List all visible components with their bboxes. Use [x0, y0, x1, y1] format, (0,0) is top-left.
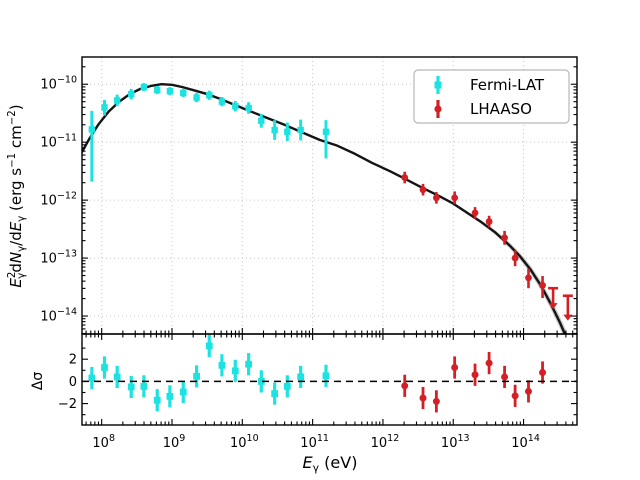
fermi-point	[113, 97, 121, 104]
residual-tick-label: −2	[58, 397, 77, 412]
x-tick-label: 109	[163, 433, 186, 451]
lhaaso-residual-point	[471, 371, 479, 379]
y-tick-label: 10−12	[40, 191, 77, 209]
lhaaso-point	[471, 209, 479, 217]
upper-limit-arrowhead	[563, 314, 573, 321]
fermi-point	[154, 86, 161, 94]
fermi-residual-point	[322, 372, 330, 380]
fermi-point	[297, 126, 304, 134]
fermi-point	[101, 104, 108, 111]
lhaaso-residual-point	[539, 369, 547, 377]
fermi-point	[193, 94, 200, 101]
lhaaso-residual-point	[485, 359, 493, 367]
legend-box	[413, 69, 570, 124]
lhaaso-residual-point	[511, 392, 519, 400]
x-tick-label: 108	[92, 433, 115, 451]
fermi-residual-point	[245, 360, 253, 368]
legend: Fermi-LAT LHAASO	[413, 69, 570, 124]
residual-panel-series	[82, 334, 577, 413]
x-tick-label: 1010	[230, 433, 259, 451]
y-tick-label: 10−10	[40, 75, 77, 93]
y-tick-label: 10−11	[40, 133, 77, 151]
fermi-residual-point	[218, 361, 226, 369]
fermi-point	[88, 126, 96, 133]
lhaaso-point	[485, 218, 493, 225]
fermi-residual-point	[297, 373, 305, 381]
upper-limit-arrowhead	[548, 303, 558, 310]
fermi-residual-point	[179, 388, 187, 396]
fermi-residual-point	[140, 382, 148, 390]
fermi-residual-point	[271, 390, 279, 397]
fermi-point	[128, 90, 135, 98]
legend-marker-circle	[434, 105, 442, 113]
fermi-residual-point	[166, 392, 174, 400]
fermi-point	[322, 128, 330, 135]
axes-spines-and-ticks	[81, 56, 578, 426]
fermi-residual-point	[153, 396, 161, 404]
legend-markers	[434, 76, 442, 118]
lhaaso-point	[401, 174, 409, 181]
fermi-point	[271, 126, 278, 134]
fermi-residual-point	[113, 373, 121, 381]
x-tick-label: 1012	[371, 433, 400, 451]
lhaaso-residual-point	[401, 382, 409, 390]
residual-y-axis-label: Δσ	[30, 372, 46, 391]
lhaaso-residual-point	[451, 364, 459, 372]
fermi-point	[140, 83, 148, 91]
y-axis-label: E2γdNγ/dEγ (erg s−1 cm−2)	[7, 104, 28, 287]
fermi-point	[245, 104, 252, 112]
legend-marker-square	[434, 81, 442, 89]
fermi-residual-point	[283, 382, 291, 390]
fermi-residual-point	[101, 364, 108, 371]
x-tick-label: 1013	[441, 433, 470, 451]
fermi-point	[232, 103, 239, 110]
lhaaso-point	[525, 274, 532, 282]
lhaaso-residual-point	[524, 387, 532, 395]
lhaaso-residual-point	[501, 373, 509, 381]
fermi-point	[166, 87, 174, 95]
main-panel-series	[88, 83, 573, 321]
fermi-point	[218, 98, 226, 105]
fermi-point	[206, 92, 213, 99]
lhaaso-point	[432, 194, 440, 202]
fermi-residual-point	[205, 342, 213, 350]
x-tick-label: 1011	[300, 433, 329, 451]
x-axis-label: Eγ (eV)	[303, 453, 358, 475]
fermi-point	[258, 117, 265, 124]
x-tick-label: 1014	[511, 433, 540, 451]
residual-tick-label: 2	[69, 353, 77, 368]
lhaaso-point	[511, 254, 519, 262]
fermi-residual-point	[88, 374, 96, 382]
legend-label-fermi: Fermi-LAT	[470, 76, 545, 94]
residual-panel-frame	[81, 333, 578, 426]
lhaaso-residual-point	[432, 397, 440, 405]
lhaaso-point	[419, 186, 427, 194]
lhaaso-residual-point	[419, 394, 427, 402]
fermi-residual-point	[257, 377, 265, 385]
fermi-residual-point	[127, 383, 135, 391]
legend-label-lhaaso: LHAASO	[470, 100, 532, 118]
fermi-point	[284, 128, 291, 135]
fermi-residual-point	[231, 367, 239, 375]
fermi-residual-point	[193, 372, 201, 380]
y-tick-label: 10−14	[40, 307, 77, 325]
lhaaso-point	[539, 281, 546, 289]
lhaaso-point	[451, 194, 459, 202]
tick-labels: 108 109 1010 1011 1012 1013 1014 10−10 10−11 10−1…	[40, 75, 539, 451]
lhaaso-point	[501, 234, 508, 242]
fermi-point	[180, 89, 187, 97]
residual-tick-label: 0	[69, 375, 77, 390]
y-tick-label: 10−13	[40, 249, 77, 267]
